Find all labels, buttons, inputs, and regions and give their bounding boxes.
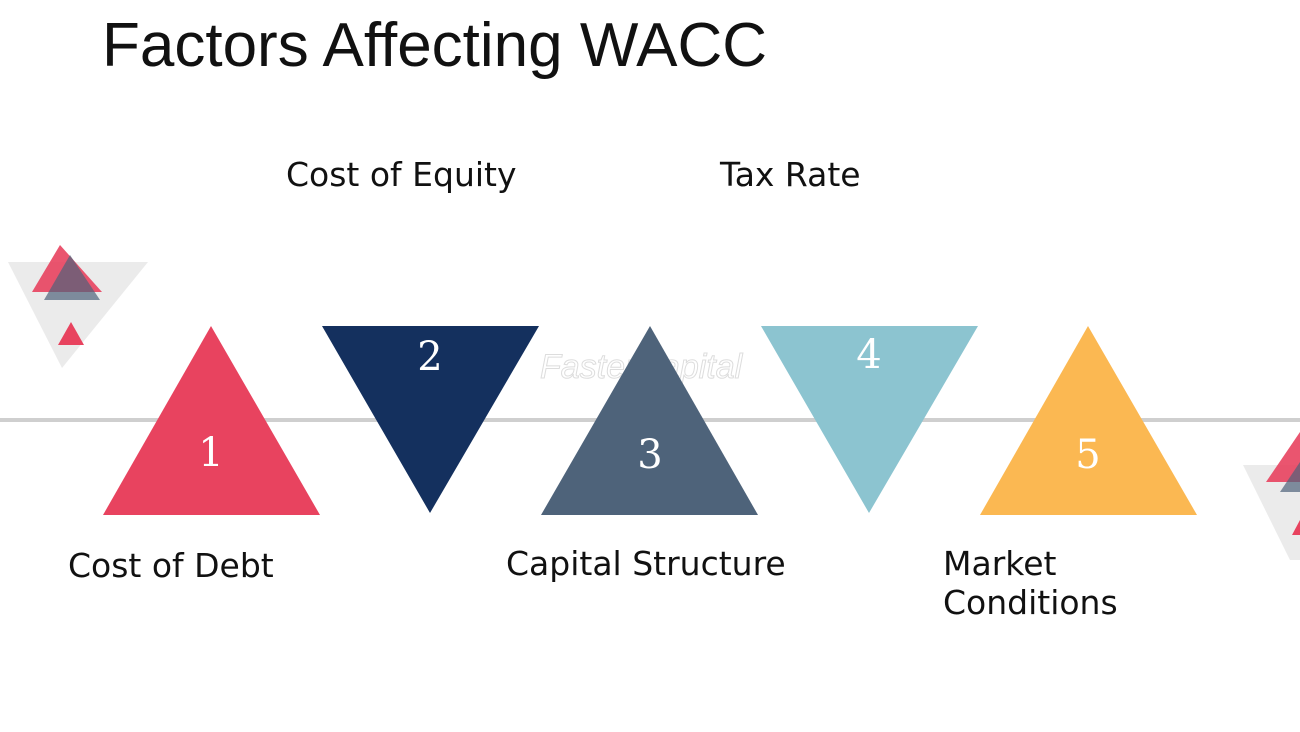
decor-left (8, 245, 148, 368)
title: Factors Affecting WACC (102, 11, 767, 80)
triangle (980, 326, 1197, 515)
factor-number: 2 (417, 334, 442, 380)
factor-number: 5 (1075, 432, 1100, 478)
triangle (103, 326, 320, 515)
factor-number: 4 (856, 332, 881, 378)
factor-label: Cost of Debt (68, 546, 274, 585)
decor-right (1243, 432, 1300, 560)
factor-label: Cost of Equity (286, 155, 517, 194)
factor-number: 1 (198, 430, 223, 476)
factor-label: Market Conditions (943, 544, 1118, 622)
factor-number: 3 (637, 432, 662, 478)
triangle (541, 326, 758, 515)
factor-label: Tax Rate (720, 155, 861, 194)
triangle (761, 326, 978, 513)
factor-label: Capital Structure (506, 544, 786, 583)
triangle (322, 326, 539, 513)
